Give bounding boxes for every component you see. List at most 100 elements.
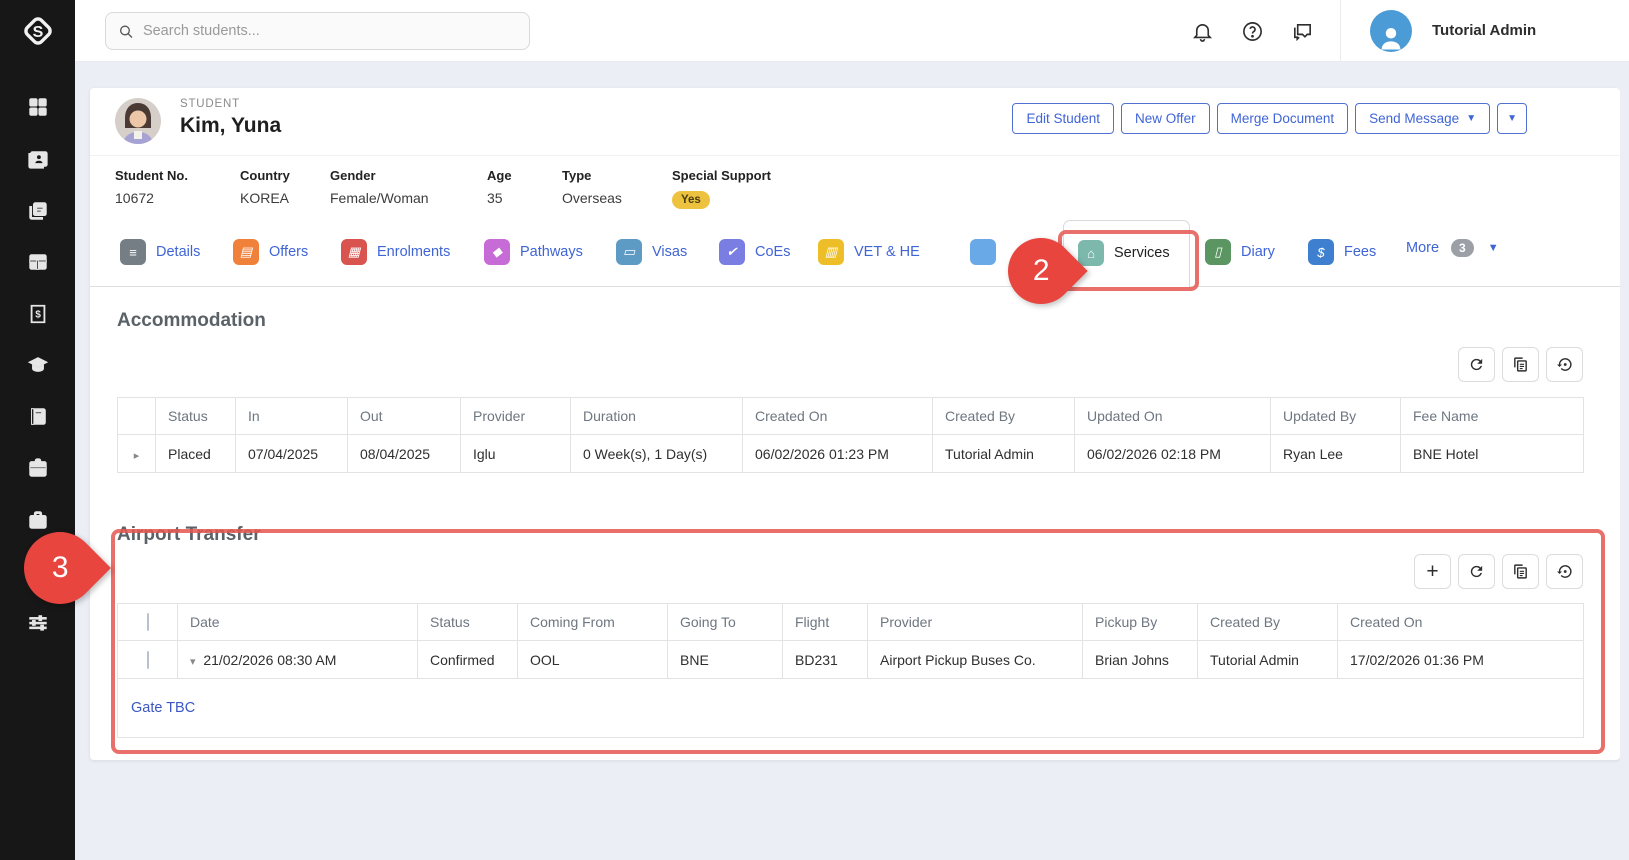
col-provider: Provider	[460, 397, 571, 435]
user-avatar[interactable]	[1370, 10, 1412, 52]
new-offer-button[interactable]: New Offer	[1121, 103, 1210, 134]
app-logo[interactable]: S	[0, 0, 75, 62]
col-created-by: Created By	[932, 397, 1075, 435]
tab-diary[interactable]: ▯ Diary	[1205, 239, 1275, 265]
airport-transfer-table: Date Status Coming From Going To Flight …	[117, 603, 1584, 738]
airport-header-row: Date Status Coming From Going To Flight …	[117, 603, 1584, 641]
col-status: Status	[155, 397, 236, 435]
student-tabs: ≡ Details ▤ Offers ▦ Enrolments ◆ Pathways ▭…	[90, 218, 1620, 288]
user-icon	[1381, 28, 1401, 50]
enrolments-icon: ▦	[341, 239, 367, 265]
topbar: Tutorial Admin	[75, 0, 1629, 62]
history-icon[interactable]	[1546, 554, 1583, 589]
copy-icon[interactable]	[1502, 347, 1539, 382]
col-coming-from: Coming From	[517, 603, 668, 641]
tab-more[interactable]: More 3 ▼	[1406, 239, 1499, 257]
col-status: Status	[417, 603, 518, 641]
more-count-badge: 3	[1451, 239, 1474, 257]
cell-going-to: BNE	[667, 640, 783, 679]
cell-date: ▾ 21/02/2026 08:30 AM	[177, 640, 418, 679]
tab-services[interactable]: ⌂ Services	[1078, 240, 1170, 266]
tab-vet-he[interactable]: ▥ VET & HE	[818, 239, 920, 265]
student-name: Kim, Yuna	[180, 114, 282, 137]
merge-document-button[interactable]: Merge Document	[1216, 103, 1349, 134]
airport-note-row: Gate TBC	[117, 678, 1584, 738]
right-margin	[1620, 62, 1629, 860]
cell-coming-from: OOL	[517, 640, 668, 679]
select-all-checkbox[interactable]	[146, 613, 149, 631]
add-icon[interactable]: +	[1414, 554, 1451, 589]
cell-status: Confirmed	[417, 640, 518, 679]
airport-row: ▾ 21/02/2026 08:30 AM Confirmed OOL BNE …	[117, 640, 1584, 679]
refresh-icon[interactable]	[1458, 554, 1495, 589]
edit-student-button[interactable]: Edit Student	[1012, 103, 1115, 134]
cell-flight: BD231	[782, 640, 868, 679]
col-created-on: Created On	[742, 397, 933, 435]
chat-icon[interactable]	[1288, 17, 1316, 45]
send-message-button[interactable]: Send Message ▼	[1355, 103, 1491, 134]
col-created-by: Created By	[1197, 603, 1338, 641]
cell-provider: Iglu	[460, 434, 571, 473]
col-out: Out	[347, 397, 461, 435]
students-icon[interactable]	[26, 147, 49, 170]
accommodation-title: Accommodation	[117, 310, 266, 331]
tab-visas[interactable]: ▭ Visas	[616, 239, 687, 265]
col-pickup-by: Pickup By	[1082, 603, 1198, 641]
vet-he-icon: ▥	[818, 239, 844, 265]
col-provider: Provider	[867, 603, 1083, 641]
col-created-on: Created On	[1337, 603, 1584, 641]
tab-services-active: ⌂ Services	[1063, 220, 1190, 288]
accommodation-toolbar	[1458, 347, 1583, 382]
sidebar: S $	[0, 0, 75, 860]
coes-icon: ✔	[719, 239, 745, 265]
collapse-row-icon[interactable]: ▾	[190, 655, 196, 668]
student-type-label: STUDENT	[180, 98, 240, 110]
airport-note[interactable]: Gate TBC	[117, 678, 1584, 738]
tab-pathways[interactable]: ◆ Pathways	[484, 239, 583, 265]
history-icon[interactable]	[1546, 347, 1583, 382]
cell-provider: Airport Pickup Buses Co.	[867, 640, 1083, 679]
briefcase-icon[interactable]	[26, 456, 49, 479]
help-icon[interactable]	[1238, 17, 1266, 45]
enrolments-icon[interactable]	[26, 250, 49, 273]
notifications-icon[interactable]	[1188, 17, 1216, 45]
user-name[interactable]: Tutorial Admin	[1432, 22, 1537, 39]
pathways-icon: ◆	[484, 239, 510, 265]
search-box[interactable]	[105, 12, 530, 50]
topbar-divider	[1340, 0, 1341, 62]
cell-out: 08/04/2025	[347, 434, 461, 473]
education-icon[interactable]	[26, 353, 49, 376]
more-actions-button[interactable]: ▼	[1497, 103, 1527, 134]
tab-offers[interactable]: ▤ Offers	[233, 239, 308, 265]
caret-down-icon: ▼	[1487, 242, 1499, 254]
refresh-icon[interactable]	[1458, 347, 1495, 382]
offers-icon[interactable]	[26, 199, 49, 222]
hidden-tab-icon	[970, 239, 996, 265]
col-updated-on: Updated On	[1074, 397, 1271, 435]
tab-coes[interactable]: ✔ CoEs	[719, 239, 790, 265]
cell-status: Placed	[155, 434, 236, 473]
fees-icon[interactable]: $	[26, 302, 49, 325]
toolbox-icon[interactable]	[26, 508, 49, 531]
expand-row-icon[interactable]: ▸	[133, 449, 140, 462]
cell-duration: 0 Week(s), 1 Day(s)	[570, 434, 743, 473]
accommodation-table: Status In Out Provider Duration Created …	[117, 397, 1584, 473]
tab-fees[interactable]: $ Fees	[1308, 239, 1376, 265]
cell-pickup-by: Brian Johns	[1082, 640, 1198, 679]
caret-down-icon: ▼	[1466, 113, 1477, 124]
cell-created-by: Tutorial Admin	[932, 434, 1075, 473]
col-in: In	[235, 397, 348, 435]
tab-details[interactable]: ≡ Details	[120, 239, 200, 265]
settings-icon[interactable]	[26, 611, 49, 634]
row-checkbox[interactable]	[146, 650, 149, 669]
airport-transfer-toolbar: +	[1414, 554, 1583, 589]
copy-icon[interactable]	[1502, 554, 1539, 589]
diary-icon[interactable]	[26, 405, 49, 428]
services-icon: ⌂	[1078, 240, 1104, 266]
accommodation-row: ▸ Placed 07/04/2025 08/04/2025 Iglu 0 We…	[117, 434, 1584, 473]
tab-hidden[interactable]	[970, 239, 996, 265]
tab-enrolments[interactable]: ▦ Enrolments	[341, 239, 450, 265]
search-input[interactable]	[142, 23, 517, 39]
cell-created-by: Tutorial Admin	[1197, 640, 1338, 679]
dashboard-icon[interactable]	[26, 95, 49, 118]
